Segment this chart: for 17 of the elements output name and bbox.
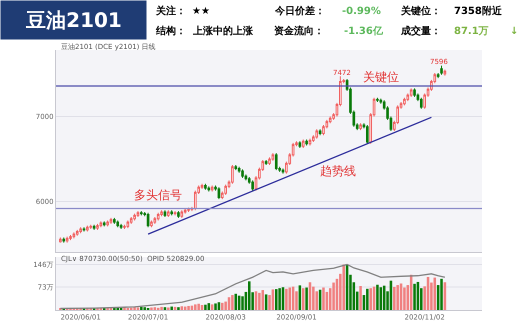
text: 豆油2101 [25, 8, 122, 32]
text: -0.99% [342, 6, 381, 17]
text: 7358附近 [454, 5, 503, 17]
text: 资金流向： [274, 25, 324, 37]
annotation: 趋势线 [320, 164, 356, 178]
text: -1.36亿 [344, 25, 384, 37]
annotation: 多头信号 [134, 188, 182, 202]
text: ↓ [510, 26, 518, 37]
text: 成交量： [400, 25, 441, 37]
text: 关注： [155, 5, 186, 17]
ref-line-label: 关键位 [363, 70, 399, 84]
text: ★★ [192, 6, 210, 17]
text: 关键位： [400, 5, 441, 17]
text: 结构： [155, 25, 186, 37]
text: 今日价差： [274, 5, 325, 17]
text: 上涨中的上涨 [192, 25, 254, 37]
text: 87.1万 [454, 26, 489, 37]
